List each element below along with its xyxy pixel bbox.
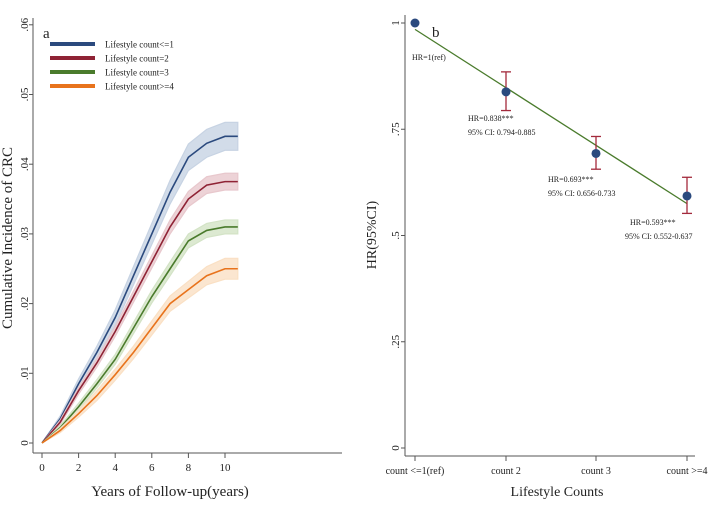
panel-b-hazard-ratio: 0 .25 .5 .75 1 count <=1(ref) count 2 count 3 co… [365, 15, 708, 500]
x-tick-label: count <=1(ref) [386, 466, 445, 477]
hr-point [591, 148, 601, 158]
x-tick-label: count >=4 [667, 466, 708, 477]
series-line-1 [41, 180, 238, 444]
y-tick-label: 0 [390, 445, 402, 451]
y-tick-label: .02 [19, 297, 31, 311]
panel-label: b [432, 25, 440, 41]
y-tick-label: .04 [19, 157, 31, 171]
ci-annotation: 95% CI: 0.794-0.885 [468, 128, 536, 137]
ci-annotation: 95% CI: 0.656-0.733 [548, 189, 616, 198]
ci-annotation: 95% CI: 0.552-0.637 [625, 232, 693, 241]
y-tick-label: .5 [390, 231, 402, 240]
legend-label-2: Lifestyle count=3 [105, 68, 169, 78]
hr-point [501, 87, 511, 97]
hr-annotation: HR=0.693*** [548, 175, 594, 184]
y-tick-label: .06 [19, 17, 31, 31]
panel-label: a [43, 26, 50, 42]
hr-point [410, 18, 420, 28]
legend-label-3: Lifestyle count>=4 [105, 82, 174, 92]
legend-label-1: Lifestyle count=2 [105, 54, 169, 64]
series-line-3 [41, 267, 238, 444]
hr-annotation: HR=0.838*** [468, 114, 514, 123]
y-tick-label: .75 [390, 122, 402, 136]
y-tick-label: .05 [19, 87, 31, 101]
hr-point [682, 191, 692, 201]
y-tick-label: 1 [390, 20, 402, 26]
x-tick-label: count 2 [491, 466, 521, 477]
panel-a-cumulative-incidence: 0 .01 .02 .03 .04 .05 .06 0 2 4 6 8 10 Years of Follo… [0, 17, 342, 500]
x-tick-label: 4 [112, 462, 118, 474]
x-tick-label: 0 [39, 462, 45, 474]
hr-annotation: HR=1(ref) [412, 53, 446, 62]
y-tick-label: .01 [19, 366, 31, 380]
x-axis-title: Lifestyle Counts [511, 485, 604, 500]
y-axis-title: Cumulative Incidence of CRC [0, 147, 16, 329]
x-tick-label: count 3 [581, 466, 611, 477]
x-tick-label: 8 [186, 462, 192, 474]
y-tick-label: .25 [390, 334, 402, 348]
x-tick-label: 6 [149, 462, 155, 474]
fit-line [414, 28, 688, 205]
series-line-0 [41, 135, 238, 444]
y-axis-title: HR(95%CI) [365, 200, 380, 269]
series-line-2 [41, 226, 238, 444]
y-tick-label: .03 [19, 227, 31, 241]
x-axis-title: Years of Follow-up(years) [91, 484, 249, 500]
hr-annotation: HR=0.593*** [630, 218, 676, 227]
x-tick-label: 2 [76, 462, 82, 474]
y-tick-label: 0 [19, 440, 31, 446]
x-tick-label: 10 [220, 462, 232, 474]
legend-label-0: Lifestyle count<=1 [105, 40, 174, 50]
